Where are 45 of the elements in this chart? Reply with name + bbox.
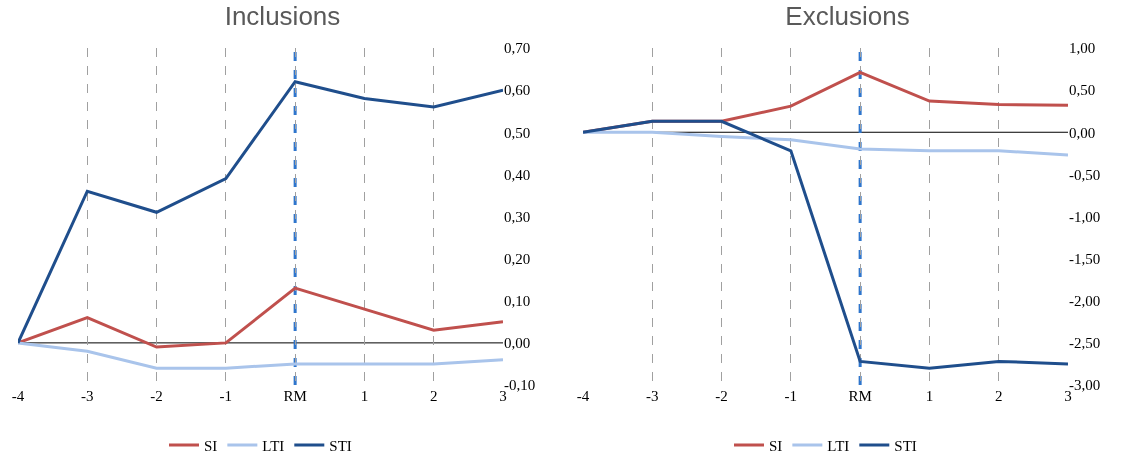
y-tick-label: -2,00 — [1069, 293, 1101, 309]
x-tick-label: 3 — [499, 388, 507, 404]
y-tick-label: 1,00 — [1069, 40, 1096, 57]
x-tick-label: -1 — [219, 388, 233, 404]
chart-title: Inclusions — [224, 1, 341, 32]
x-tick-label: -3 — [646, 388, 659, 404]
line-series — [583, 130, 1068, 157]
x-tick-label: -4 — [576, 388, 590, 404]
x-tick-label: 1 — [360, 388, 369, 404]
legend-label: STI — [329, 437, 352, 454]
line-series — [18, 80, 503, 345]
y-tick-label: 0,20 — [504, 250, 531, 267]
legend-label: STI — [894, 437, 917, 454]
x-tick-label: 3 — [1064, 388, 1072, 404]
y-tick-label: 0,50 — [504, 124, 531, 141]
legend-label: LTI — [827, 437, 850, 454]
y-tick-label: -0,50 — [1069, 166, 1101, 183]
x-tick-label: -4 — [11, 388, 25, 404]
legend-label: SI — [204, 437, 218, 454]
x-tick-label: RM — [283, 388, 307, 404]
y-tick-label: 0,00 — [1069, 124, 1096, 141]
y-tick-label: 0,60 — [504, 82, 531, 99]
y-tick-label: 0,00 — [504, 335, 531, 352]
y-tick-label: 0,40 — [504, 166, 531, 183]
line-series — [583, 119, 1068, 370]
y-tick-label: -1,50 — [1069, 250, 1101, 267]
x-tick-label: 2 — [429, 388, 438, 404]
legend-label: SI — [769, 437, 783, 454]
x-tick-label: -3 — [81, 388, 94, 404]
y-tick-label: 0,70 — [504, 40, 531, 57]
legend-label: LTI — [262, 437, 285, 454]
line-series — [18, 341, 503, 370]
x-tick-label: -2 — [715, 388, 728, 404]
x-tick-label: -2 — [150, 388, 163, 404]
y-tick-label: 0,10 — [504, 293, 531, 309]
chart-title: Exclusions — [785, 1, 910, 32]
x-tick-label: RM — [848, 388, 872, 404]
x-tick-label: 1 — [925, 388, 934, 404]
x-tick-label: -1 — [784, 388, 798, 404]
y-tick-label: -1,00 — [1069, 208, 1101, 225]
y-tick-label: 0,50 — [1069, 82, 1096, 99]
x-tick-label: 2 — [994, 388, 1003, 404]
line-series — [18, 286, 503, 349]
y-tick-label: -2,50 — [1069, 335, 1101, 352]
y-tick-label: 0,30 — [504, 208, 531, 225]
